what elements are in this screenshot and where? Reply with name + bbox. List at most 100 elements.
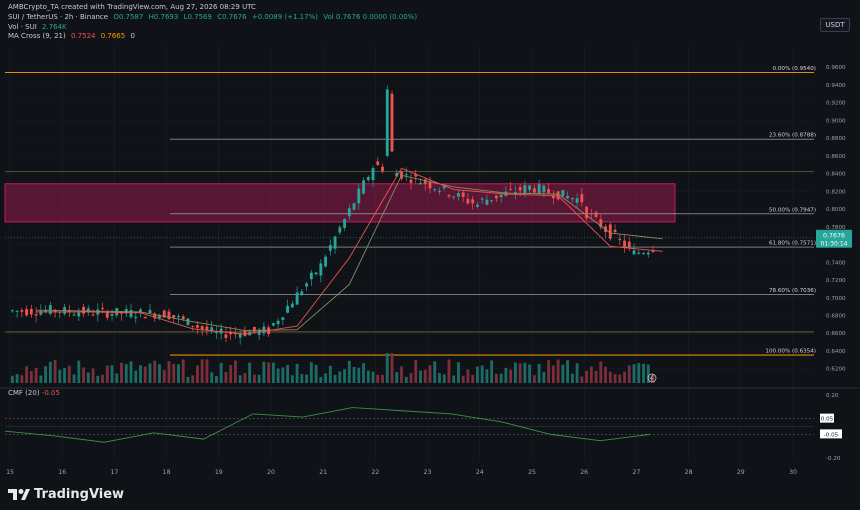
volume-bar <box>96 375 100 383</box>
volume-bar <box>480 365 484 383</box>
x-date-label: 28 <box>685 469 693 476</box>
candle-body <box>566 195 570 199</box>
candle-body <box>433 189 437 191</box>
candle-body <box>215 331 218 333</box>
candle-body <box>53 309 57 313</box>
candle-body <box>457 193 460 197</box>
ma-fast-line <box>36 167 663 335</box>
candle-body <box>523 185 527 194</box>
volume-bar <box>457 362 460 383</box>
ma-extra-value: 0 <box>130 32 135 40</box>
candle-body <box>357 188 361 204</box>
volume-bar <box>518 363 522 383</box>
volume-group <box>10 353 655 383</box>
currency-selector[interactable]: USDT <box>820 18 850 32</box>
volume-bar <box>257 374 261 383</box>
current-price-badge <box>816 229 852 248</box>
cmf-label-text: CMF (20) <box>8 389 40 397</box>
x-date-label: 29 <box>737 469 745 476</box>
y-tick-label: 0.7200 <box>826 278 846 284</box>
volume-bar <box>39 375 43 383</box>
candle-body <box>551 195 555 199</box>
volume-bar <box>153 360 157 383</box>
candle-body <box>333 236 337 249</box>
tradingview-logo[interactable]: TradingView <box>8 487 124 502</box>
cmf-legend[interactable]: CMF (20) -0.05 <box>8 389 60 397</box>
volume-bar <box>243 373 247 383</box>
cmf-value: -0.05 <box>41 389 60 397</box>
y-tick-label: 0.7000 <box>826 296 846 302</box>
volume-value: 2.764K <box>42 23 67 31</box>
candle-body <box>585 206 588 219</box>
volume-bar <box>10 375 14 383</box>
candle-body <box>167 311 171 320</box>
candle-body <box>191 325 195 327</box>
volume-bar <box>196 365 199 383</box>
candle-body <box>328 245 332 251</box>
candle-body <box>575 198 579 203</box>
candle-body <box>15 310 19 312</box>
volume-bar <box>324 373 327 383</box>
candle-body <box>196 325 199 328</box>
symbol-name: SUI / TetherUS · 2h · Binance <box>8 13 109 21</box>
volume-bar <box>191 375 195 383</box>
candle-body <box>210 327 214 331</box>
volume-bar <box>20 375 24 383</box>
volume-bar <box>305 374 309 383</box>
resistance-zone <box>5 183 675 222</box>
ma-cross-legend[interactable]: MA Cross (9, 21) 0.7524 0.7665 0 <box>8 32 138 41</box>
volume-bar <box>452 375 456 383</box>
candle-body <box>309 272 313 280</box>
volume-bar <box>551 365 555 383</box>
candle-body <box>129 310 133 318</box>
x-date-label: 30 <box>789 469 797 476</box>
volume-bar <box>44 366 48 383</box>
candle-body <box>181 316 185 320</box>
volume-bar <box>433 361 437 383</box>
candle-body <box>153 313 157 319</box>
candle-body <box>314 272 318 275</box>
volume-bar <box>447 359 451 383</box>
volume-bar <box>466 369 470 383</box>
candle-body <box>371 168 375 181</box>
volume-bar <box>575 363 579 383</box>
volume-bar <box>385 353 389 383</box>
symbol-legend[interactable]: SUI / TetherUS · 2h · Binance O0.7587 H0… <box>8 13 420 22</box>
fib-level-label: 78.60% (0.7036) <box>769 288 816 294</box>
candle-body <box>233 333 237 335</box>
candle-body <box>34 314 38 316</box>
candle-body <box>200 326 204 330</box>
volume-bar <box>300 374 304 383</box>
volume-bar <box>276 368 280 383</box>
candle-body <box>10 310 14 312</box>
candle-body <box>343 218 346 228</box>
candle-body <box>362 180 365 194</box>
ohlc-change: +0.0089 (+1.17%) <box>251 13 318 21</box>
candle-body <box>25 309 29 316</box>
volume-bar <box>200 359 204 383</box>
ohlc-low: L0.7569 <box>183 13 212 21</box>
candle-body <box>77 312 81 317</box>
candle-body <box>366 177 370 181</box>
cmf-tick-label: -0.20 <box>826 456 841 462</box>
volume-bar <box>238 375 242 383</box>
y-tick-label: 0.7800 <box>826 225 846 231</box>
candle-body <box>542 185 546 193</box>
volume-legend[interactable]: Vol · SUI 2.764K <box>8 23 70 32</box>
volume-bar <box>599 361 603 383</box>
volume-bar <box>248 362 252 383</box>
candle-body <box>390 93 394 152</box>
volume-bar <box>537 363 541 383</box>
candle-body <box>518 187 522 191</box>
volume-bar <box>205 359 209 383</box>
volume-bar <box>48 361 52 383</box>
candle-body <box>608 224 612 239</box>
volume-bar <box>504 367 508 383</box>
volume-bar <box>556 359 560 383</box>
candle-body <box>139 309 142 312</box>
candle-body <box>319 263 323 276</box>
volume-bar <box>53 359 57 383</box>
y-tick-label: 0.9600 <box>826 65 846 71</box>
